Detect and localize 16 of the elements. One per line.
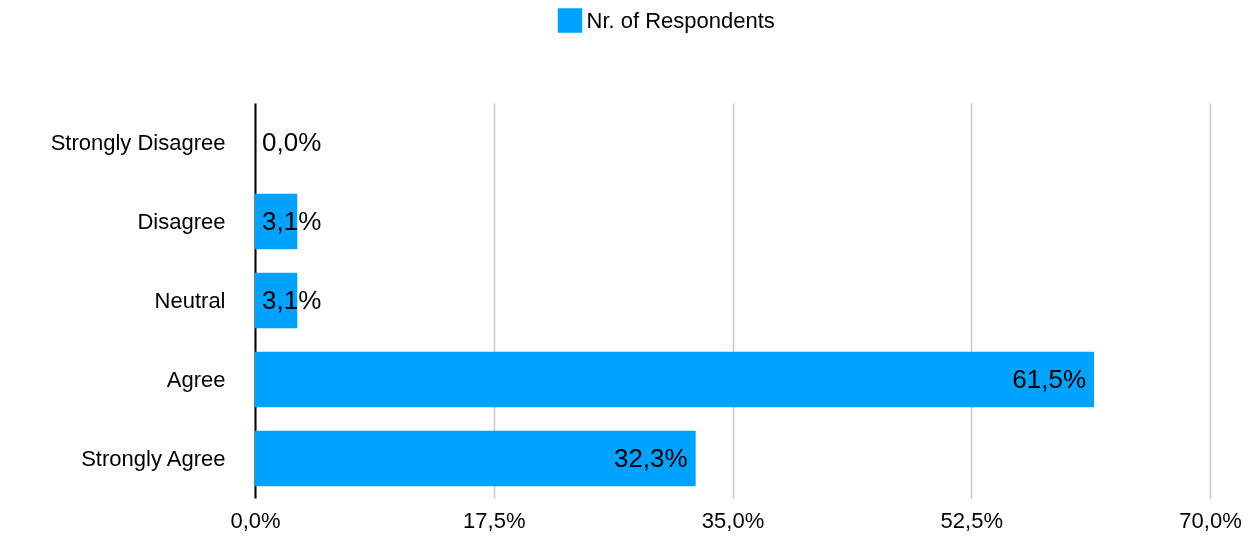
x-tick-label: 0,0%	[230, 507, 281, 533]
x-tick-label: 17,5%	[463, 507, 526, 533]
bar	[255, 430, 696, 487]
data-label: 61,5%	[1012, 363, 1087, 394]
x-tick-label: 52,5%	[940, 507, 1003, 533]
y-tick-label: Agree	[166, 366, 226, 392]
y-tick-label: Strongly Agree	[81, 445, 226, 471]
data-label: 32,3%	[613, 442, 688, 473]
y-tick-label: Disagree	[137, 208, 226, 234]
legend-label: Nr. of Respondents	[586, 7, 775, 33]
y-tick-label: Strongly Disagree	[50, 129, 226, 155]
y-tick-label: Neutral	[154, 287, 226, 313]
data-label: 0,0%	[262, 126, 322, 157]
x-tick-label: 35,0%	[701, 507, 765, 533]
bar	[255, 351, 1095, 408]
x-tick-label: 70,0%	[1179, 507, 1242, 533]
